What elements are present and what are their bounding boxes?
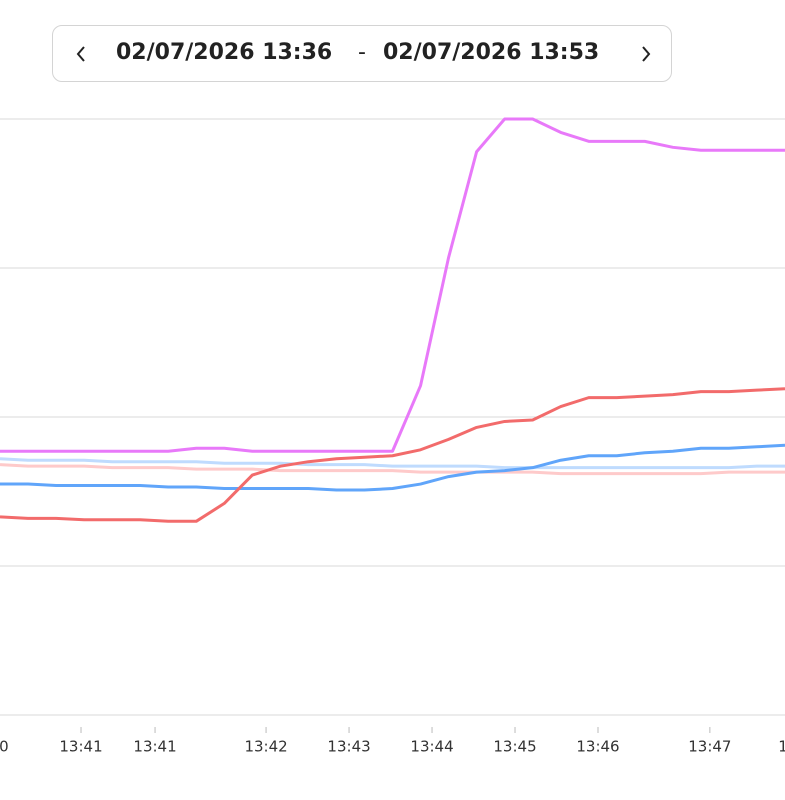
x-tick-label: 13:41 — [59, 738, 102, 756]
x-tick-label: 13:47 — [688, 738, 731, 756]
series-line — [0, 463, 785, 476]
date-range-picker: 02/07/2026 13:36 - 02/07/2026 13:53 — [52, 25, 672, 82]
x-tick-label: 13:45 — [493, 738, 536, 756]
series-line — [0, 117, 785, 453]
prev-button[interactable] — [73, 44, 89, 64]
x-tick-label: 13:41 — [133, 738, 176, 756]
next-button[interactable] — [638, 44, 654, 64]
range-end: 02/07/2026 13:53 — [383, 40, 600, 65]
x-tick-label: 13:42 — [244, 738, 287, 756]
separator: - — [358, 40, 366, 65]
x-tick-label: 13:44 — [410, 738, 453, 756]
x-tick-label: 13:40 — [0, 738, 9, 756]
x-tick-label: 13:48 — [778, 738, 785, 756]
series-line — [0, 443, 785, 492]
x-tick-label: 13:43 — [327, 738, 370, 756]
series-line — [0, 387, 785, 523]
x-tick-label: 13:46 — [576, 738, 619, 756]
range-start: 02/07/2026 13:36 — [116, 40, 333, 65]
series-line — [0, 457, 785, 470]
